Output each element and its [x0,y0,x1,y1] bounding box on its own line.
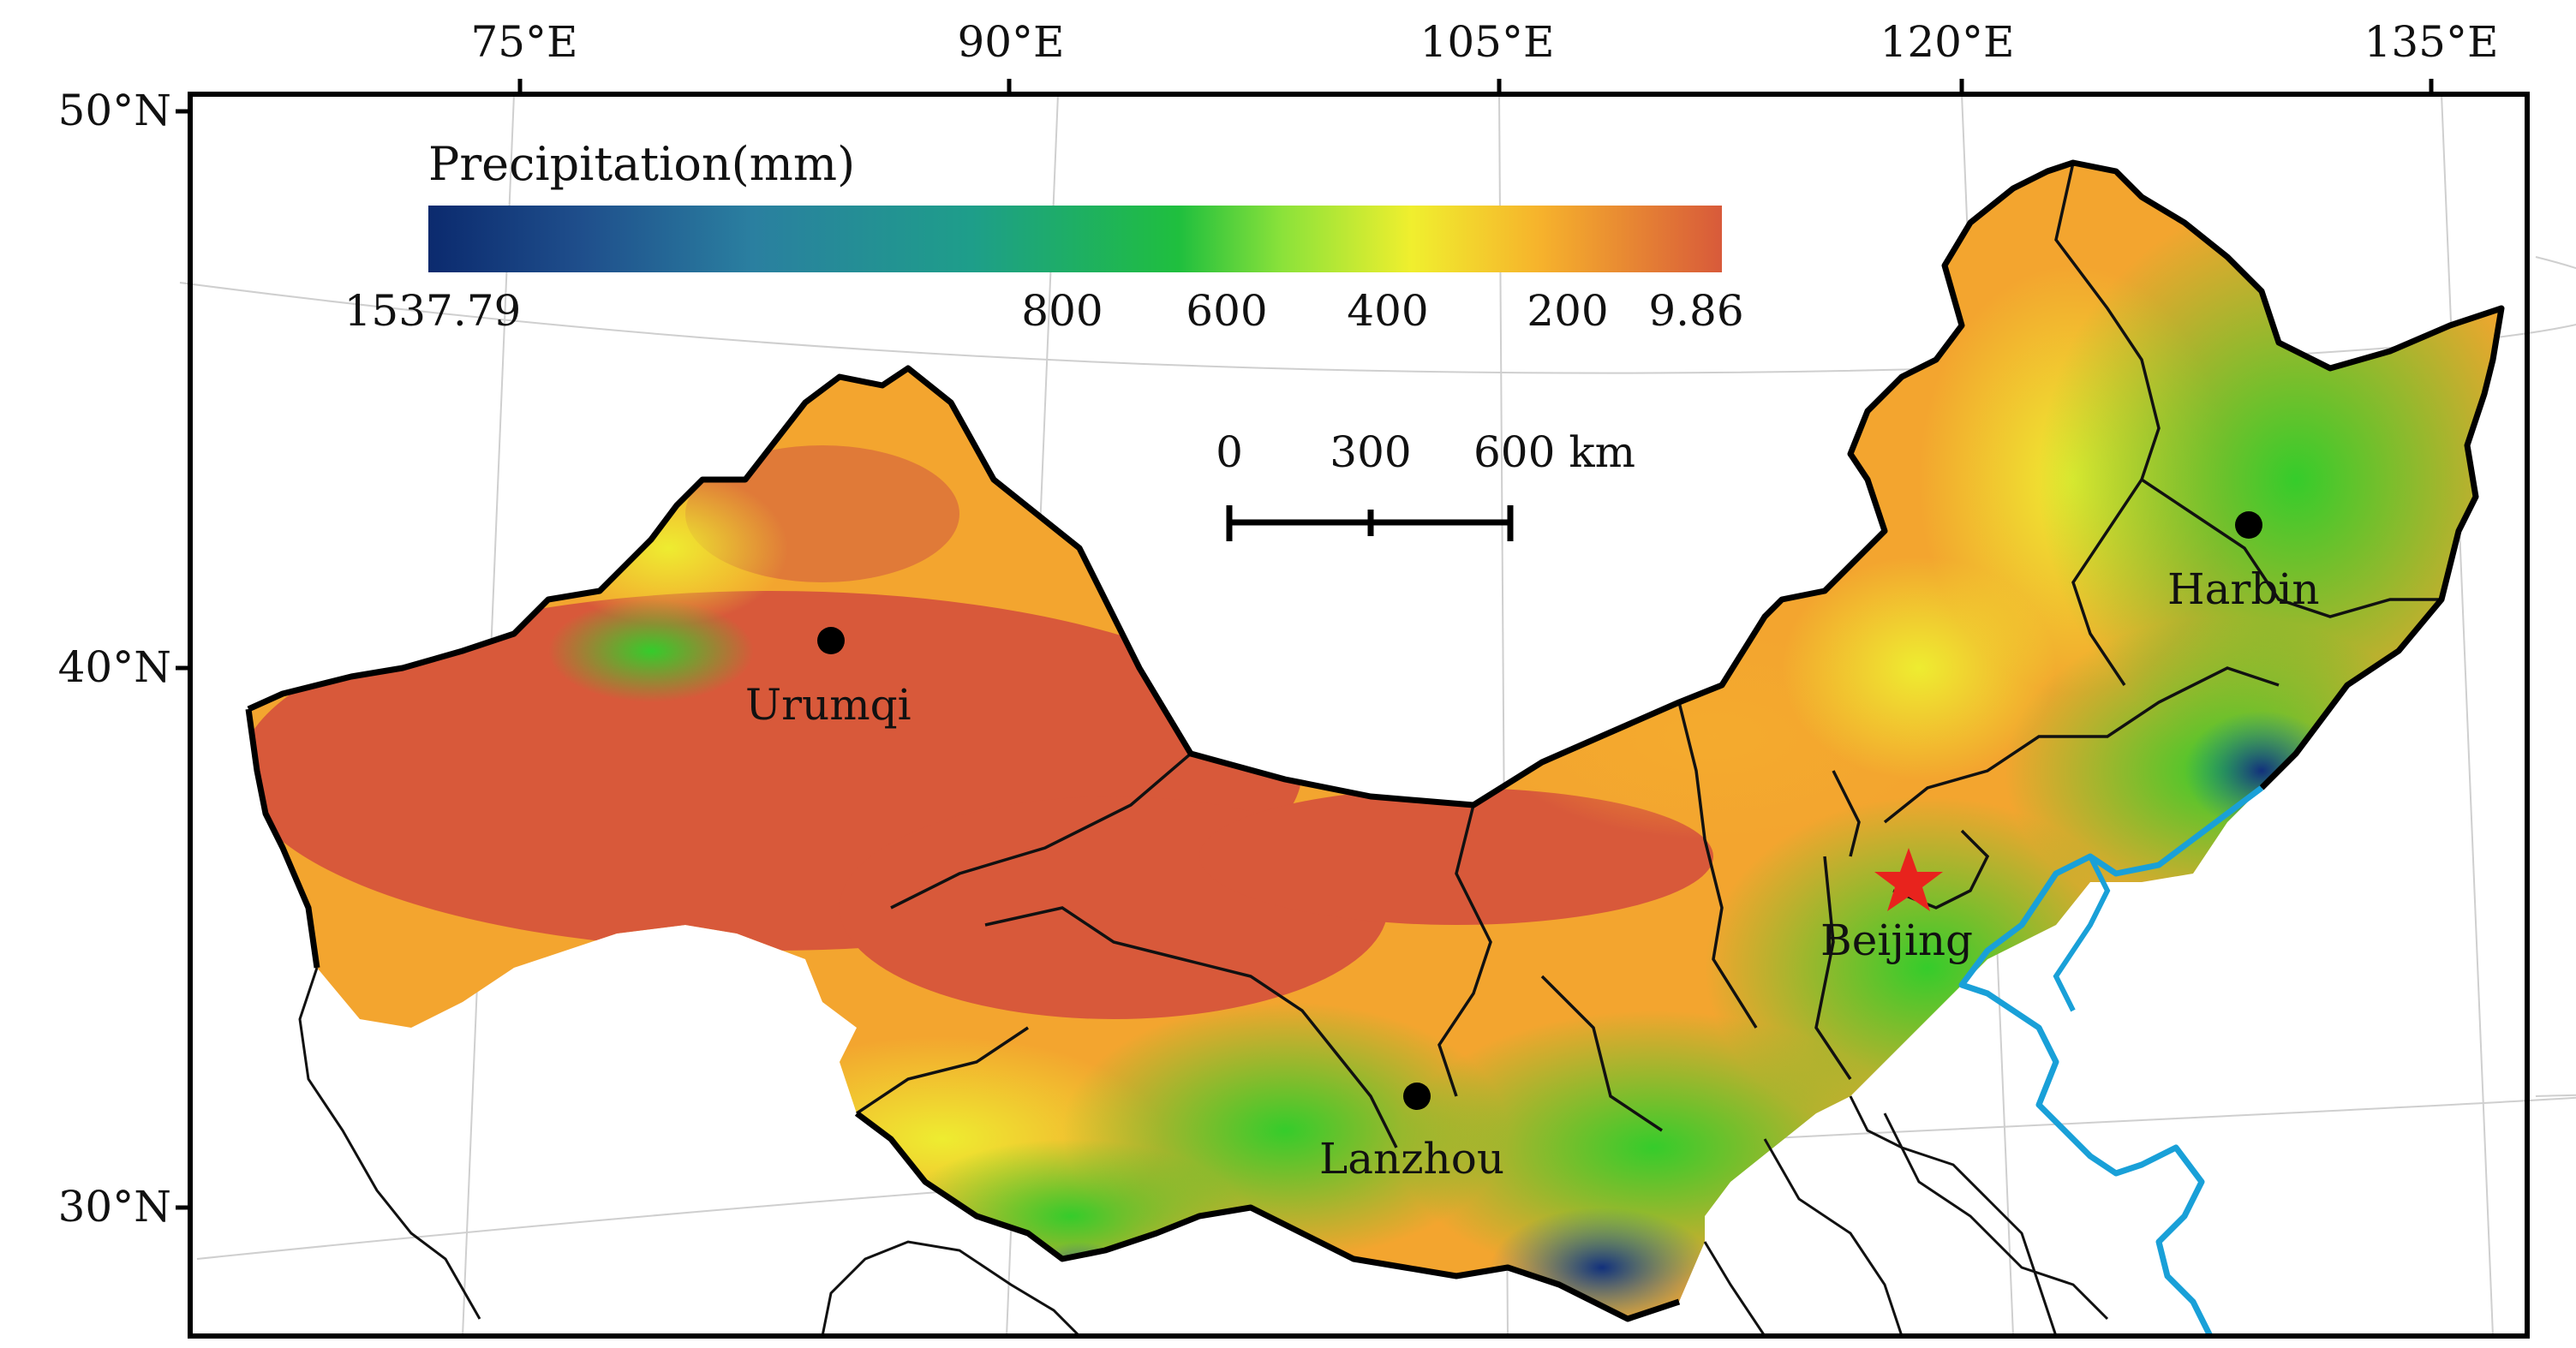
city-label-beijing: Beijing [1820,916,1973,965]
lon-label-120: 120°E [1880,17,2015,67]
lon-label-135: 135°E [2364,17,2499,67]
legend-tick-min: 9.86 [1648,286,1743,336]
city-label-harbin: Harbin [2167,564,2320,614]
city-label-lanzhou: Lanzhou [1319,1134,1504,1184]
legend: Precipitation(mm) 1537.79 800 600 400 20… [344,137,1744,336]
legend-colorbar [428,206,1722,272]
national-border [245,159,2505,1322]
frame-ticks [176,79,2434,1210]
scale-bar: 0 300 600 km [1216,427,1635,541]
lon-label-90: 90°E [957,17,1064,67]
city-marker-urumqi [817,627,845,654]
precipitation-field [248,163,2501,1319]
scale-tick-0: 0 [1216,427,1243,477]
city-marker-lanzhou [1403,1083,1431,1110]
legend-tick-400: 400 [1347,286,1428,336]
longitude-labels: 75°E 90°E 105°E 120°E 135°E [470,17,2498,67]
scale-tick-600: 600 km [1473,427,1635,477]
legend-title: Precipitation(mm) [428,137,855,191]
latitude-labels: 50°N 40°N 30°N [58,86,171,1232]
lon-label-75: 75°E [470,17,577,67]
province-borders [856,162,2442,1148]
city-label-urumqi: Urumqi [745,680,911,730]
legend-tick-200: 200 [1527,286,1608,336]
legend-tick-800: 800 [1021,286,1103,336]
city-marker-harbin [2235,511,2262,539]
lat-label-30: 30°N [58,1182,171,1232]
cities: Urumqi Lanzhou Beijing Harbin [745,511,2320,1184]
scale-tick-300: 300 [1330,427,1411,477]
legend-tick-max: 1537.79 [344,286,522,336]
lat-label-50: 50°N [58,86,171,135]
city-marker-beijing-star [1874,848,1943,911]
lon-label-105: 105°E [1420,17,1555,67]
map-frame [188,92,2530,1339]
coastline-bay [2053,855,2111,1012]
neighbour-borders [298,967,2109,1338]
coastline [1958,785,2264,1338]
lat-label-40: 40°N [58,642,171,692]
legend-tick-600: 600 [1186,286,1267,336]
